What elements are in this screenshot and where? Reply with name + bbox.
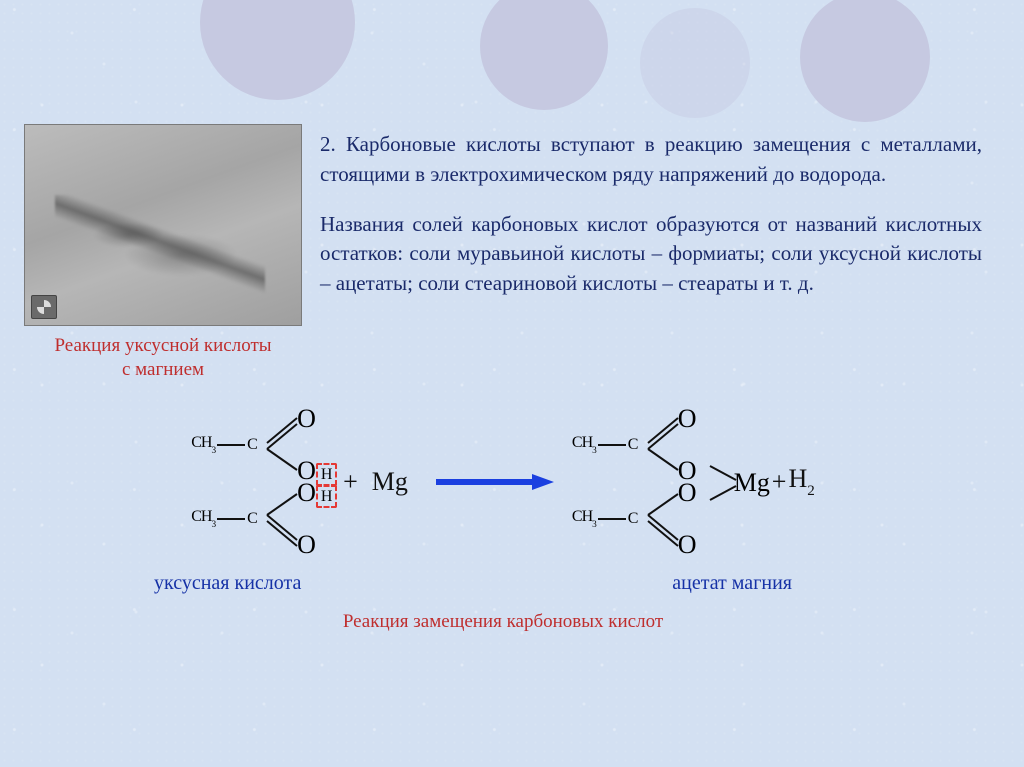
ch3-label: CH3 <box>191 508 215 528</box>
reactant-label: уксусная кислота <box>154 572 301 595</box>
photo-caption-line: Реакция уксусной кислоты <box>54 335 271 356</box>
product-label: ацетат магния <box>672 572 792 595</box>
reaction-photo <box>24 124 302 326</box>
single-bond <box>598 444 626 446</box>
single-bond <box>217 444 245 446</box>
carbon-label: C <box>247 510 258 528</box>
photo-caption: Реакция уксусной кислоты с магнием <box>24 334 302 382</box>
reaction-scheme: CH3 C O OH CH3 <box>24 410 982 554</box>
oh-label: OH <box>297 478 337 508</box>
ch3-label: CH3 <box>572 508 596 528</box>
h2-label: H2 <box>788 464 814 498</box>
reaction-arrow <box>434 472 554 492</box>
carbon-label: C <box>628 510 639 528</box>
plus-sign: + <box>343 467 358 497</box>
ch3-label: CH3 <box>572 434 596 454</box>
carbon-label: C <box>628 436 639 454</box>
single-bond <box>598 518 626 520</box>
ch3-label: CH3 <box>191 434 215 454</box>
photo-block: Реакция уксусной кислоты с магнием <box>24 124 302 382</box>
molecule-row: CH3 C O O <box>572 410 706 480</box>
mg-label: Mg <box>734 468 770 498</box>
oxygen-label: O <box>678 404 697 434</box>
molecule-row: CH3 C O O <box>572 484 706 554</box>
mg-label: Mg <box>372 467 408 497</box>
oxygen-label: O <box>297 404 316 434</box>
reaction-caption: Реакция замещения карбоновых кислот <box>24 611 982 633</box>
mg-bridge: Mg <box>706 410 766 554</box>
oxygen-label: O <box>297 530 316 560</box>
oxygen-label: O <box>678 478 697 508</box>
leaving-h-box: H <box>316 485 338 508</box>
product-mg-acetate: CH3 C O O CH3 <box>572 410 815 554</box>
paragraph-2: Названия солей карбоновых кислот образую… <box>320 210 982 299</box>
single-bond <box>217 518 245 520</box>
photo-caption-line: с магнием <box>122 359 204 380</box>
carbon-label: C <box>247 436 258 454</box>
reactant-acetic-acid-pair: CH3 C O OH CH3 <box>191 410 325 554</box>
molecule-row: CH3 C O OH <box>191 410 325 480</box>
molecule-labels-row: уксусная кислота ацетат магния <box>24 572 982 595</box>
oxygen-label: O <box>678 530 697 560</box>
plus-sign: + <box>772 467 787 497</box>
video-badge-icon <box>31 295 57 319</box>
paragraph-1: 2. Карбоновые кислоты вступают в реакцию… <box>320 130 982 190</box>
molecule-row: CH3 C OH O <box>191 484 325 554</box>
